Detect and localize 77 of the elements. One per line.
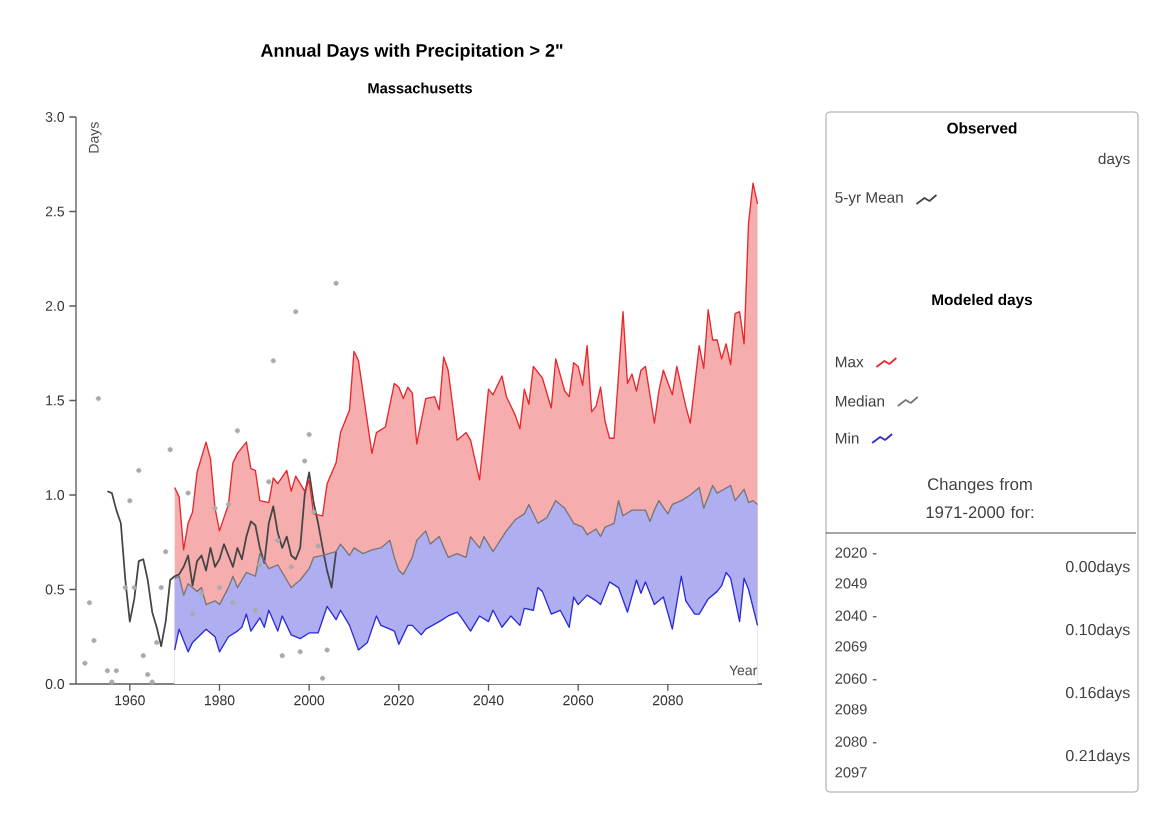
text: days: [1098, 152, 1130, 168]
point: [158, 585, 164, 591]
point: [104, 668, 110, 674]
point: [315, 543, 321, 549]
x-tick-label: 2000: [294, 695, 325, 706]
text: 2060 - 2089: [835, 673, 877, 715]
text: Modeled days: [932, 293, 1033, 309]
y-tick-label: 2.0: [45, 301, 65, 311]
point: [136, 467, 142, 473]
point: [82, 660, 88, 666]
point: [293, 309, 299, 315]
point: [199, 590, 205, 596]
point: [91, 637, 97, 644]
legend-label: Max: [835, 356, 864, 368]
point: [122, 585, 128, 591]
point: [185, 490, 191, 496]
point: [324, 647, 330, 653]
point: [257, 562, 263, 568]
point: [279, 653, 285, 659]
x-tick-label: 2080: [652, 695, 683, 706]
chart-subtitle: Massachusetts: [368, 82, 472, 94]
point: [216, 585, 223, 591]
text: 0.21days: [1065, 749, 1130, 765]
point: [145, 672, 151, 678]
point: [311, 509, 317, 515]
point: [270, 358, 276, 364]
point: [95, 396, 101, 402]
point: [225, 501, 231, 507]
point: [190, 611, 196, 617]
point: [212, 505, 218, 511]
point: [288, 564, 294, 570]
point: [127, 498, 133, 504]
y-tick-label: 3.0: [45, 112, 65, 122]
point: [306, 431, 312, 438]
y-tick-label: 1.5: [46, 395, 65, 406]
point: [302, 458, 308, 464]
y-axis-title: Days: [88, 122, 102, 153]
point: [252, 607, 258, 613]
chart-title: Annual Days with Precipitation > 2": [260, 43, 563, 61]
y-tick-label: 0.5: [45, 584, 65, 595]
y-tick-label: 2.5: [45, 206, 65, 217]
text: Observed: [947, 122, 1017, 134]
text: 0.10days: [1065, 623, 1130, 639]
point: [86, 600, 92, 606]
text: Changes from 1971-2000 for:: [926, 477, 1034, 519]
x-axis-title: Year: [729, 665, 758, 676]
point: [140, 653, 146, 659]
x-tick-label: 1960: [115, 695, 145, 706]
text: 2080 - 2097: [835, 736, 877, 778]
point: [230, 600, 236, 606]
x-tick-label: 2040: [473, 695, 504, 706]
point: [109, 679, 115, 685]
text: 0.00days: [1065, 560, 1130, 576]
y-tick-label: 1.0: [46, 490, 65, 500]
x-tick-label: 1980: [204, 695, 235, 706]
point: [154, 639, 160, 645]
y-tick-label: 0.0: [45, 679, 65, 689]
point: [149, 679, 155, 685]
point: [266, 479, 272, 485]
x-tick-label: 2020: [383, 695, 414, 706]
x-tick-label: 2060: [563, 695, 594, 706]
point: [131, 585, 137, 591]
point: [275, 537, 281, 543]
text: 0.16days: [1065, 686, 1130, 702]
point: [167, 447, 173, 453]
point: [234, 428, 240, 434]
legend-label: 5-yr Mean: [835, 192, 903, 206]
legend-label: Min: [835, 432, 859, 444]
text: 2040 - 2069: [835, 610, 877, 652]
legend-label: Median: [835, 395, 884, 407]
text: 2020 - 2049: [835, 547, 877, 589]
point: [320, 675, 326, 681]
line-series: [106, 471, 337, 648]
point: [297, 649, 303, 655]
point: [113, 668, 119, 674]
point: [333, 280, 339, 286]
point: [163, 549, 169, 555]
